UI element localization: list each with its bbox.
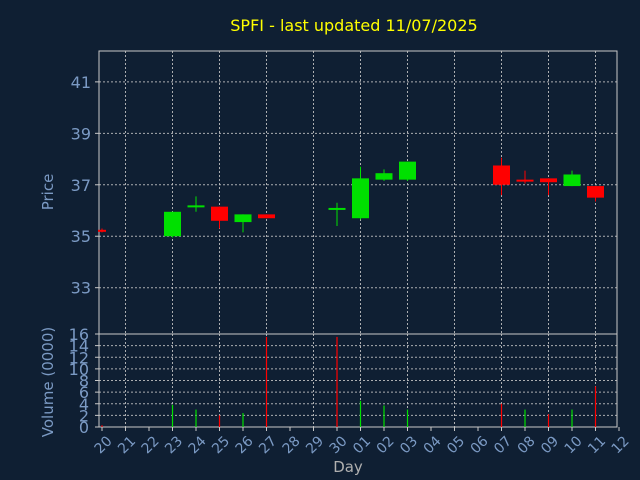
candle-body bbox=[375, 173, 393, 180]
price-tick-label: 39 bbox=[71, 124, 91, 143]
volume-bars bbox=[101, 336, 597, 427]
volume-grid bbox=[99, 334, 617, 427]
candle bbox=[516, 170, 534, 184]
price-tick-label: 35 bbox=[71, 227, 91, 246]
candle bbox=[211, 206, 228, 229]
candle-body bbox=[587, 186, 604, 198]
candle bbox=[563, 170, 581, 187]
volume-tick-label: 4 bbox=[79, 395, 89, 414]
day-tick-label: 02 bbox=[374, 433, 398, 457]
volume-tick-label: 8 bbox=[79, 372, 89, 391]
candle-body bbox=[187, 205, 205, 208]
candle-body bbox=[399, 161, 416, 180]
day-tick-label: 21 bbox=[115, 433, 139, 457]
day-axis-label: Day bbox=[333, 458, 363, 476]
volume-tick-label: 14 bbox=[69, 337, 89, 356]
candle bbox=[98, 228, 106, 233]
price-axis-label: Price bbox=[39, 174, 57, 211]
candle-body bbox=[234, 214, 252, 223]
candle bbox=[187, 196, 205, 212]
volume-tick-label: 12 bbox=[69, 348, 89, 367]
day-tick-label: 07 bbox=[491, 433, 515, 457]
volume-tick-label: 6 bbox=[79, 383, 89, 402]
volume-tick-label: 10 bbox=[69, 360, 89, 379]
volume-axis-label: Volume (0000) bbox=[39, 327, 57, 437]
candle-body bbox=[258, 214, 275, 219]
day-tick-label: 27 bbox=[256, 433, 280, 457]
price-tick-label: 37 bbox=[71, 176, 91, 195]
candle bbox=[540, 178, 557, 196]
price-axis: 33 35 37 39 41 bbox=[71, 73, 99, 298]
day-tick-label: 24 bbox=[186, 433, 210, 457]
day-tick-label: 28 bbox=[280, 433, 304, 457]
day-tick-label: 12 bbox=[609, 433, 633, 457]
candle bbox=[375, 169, 393, 181]
day-tick-label: 03 bbox=[397, 433, 421, 457]
day-tick-label: 30 bbox=[327, 433, 351, 457]
day-tick-label: 29 bbox=[303, 433, 327, 457]
candle-body bbox=[164, 211, 181, 237]
day-tick-label: 25 bbox=[209, 433, 233, 457]
candle bbox=[328, 202, 346, 226]
candle bbox=[493, 157, 510, 196]
day-tick-label: 08 bbox=[515, 433, 539, 457]
candle bbox=[234, 214, 252, 233]
day-tick-label: 10 bbox=[562, 433, 586, 457]
candle-body bbox=[540, 178, 557, 183]
volume-tick-label: 16 bbox=[69, 325, 89, 344]
price-tick-label: 33 bbox=[71, 279, 91, 298]
day-tick-label: 11 bbox=[585, 433, 609, 457]
day-tick-label: 01 bbox=[350, 433, 374, 457]
candle bbox=[352, 166, 369, 220]
volume-tick-label: 2 bbox=[79, 406, 89, 425]
chart-title: SPFI - last updated 11/07/2025 bbox=[230, 16, 477, 35]
day-tick-label: 20 bbox=[92, 433, 116, 457]
day-tick-label: 26 bbox=[233, 433, 257, 457]
price-tick-label: 41 bbox=[71, 73, 91, 92]
day-tick-label: 22 bbox=[139, 433, 163, 457]
candle bbox=[258, 214, 275, 219]
day-tick-label: 23 bbox=[162, 433, 186, 457]
candles bbox=[98, 157, 604, 238]
candle-body bbox=[516, 179, 534, 182]
candle-body bbox=[98, 229, 106, 232]
day-tick-label: 05 bbox=[444, 433, 468, 457]
day-tick-label: 06 bbox=[468, 433, 492, 457]
day-axis: 20 21 22 23 24 25 26 27 28 29 30 01 02 03 04 05 06 07 08 09… bbox=[92, 427, 633, 457]
candle-body bbox=[328, 207, 346, 210]
candle bbox=[164, 211, 181, 238]
day-tick-label: 09 bbox=[538, 433, 562, 457]
candle bbox=[587, 186, 604, 202]
candle-body bbox=[352, 178, 369, 219]
candle-body bbox=[211, 206, 228, 221]
candle-body bbox=[493, 165, 510, 185]
day-tick-label: 04 bbox=[421, 433, 445, 457]
volume-tick-label: 0 bbox=[79, 418, 89, 437]
candle bbox=[399, 161, 416, 181]
candle-body bbox=[563, 174, 581, 187]
